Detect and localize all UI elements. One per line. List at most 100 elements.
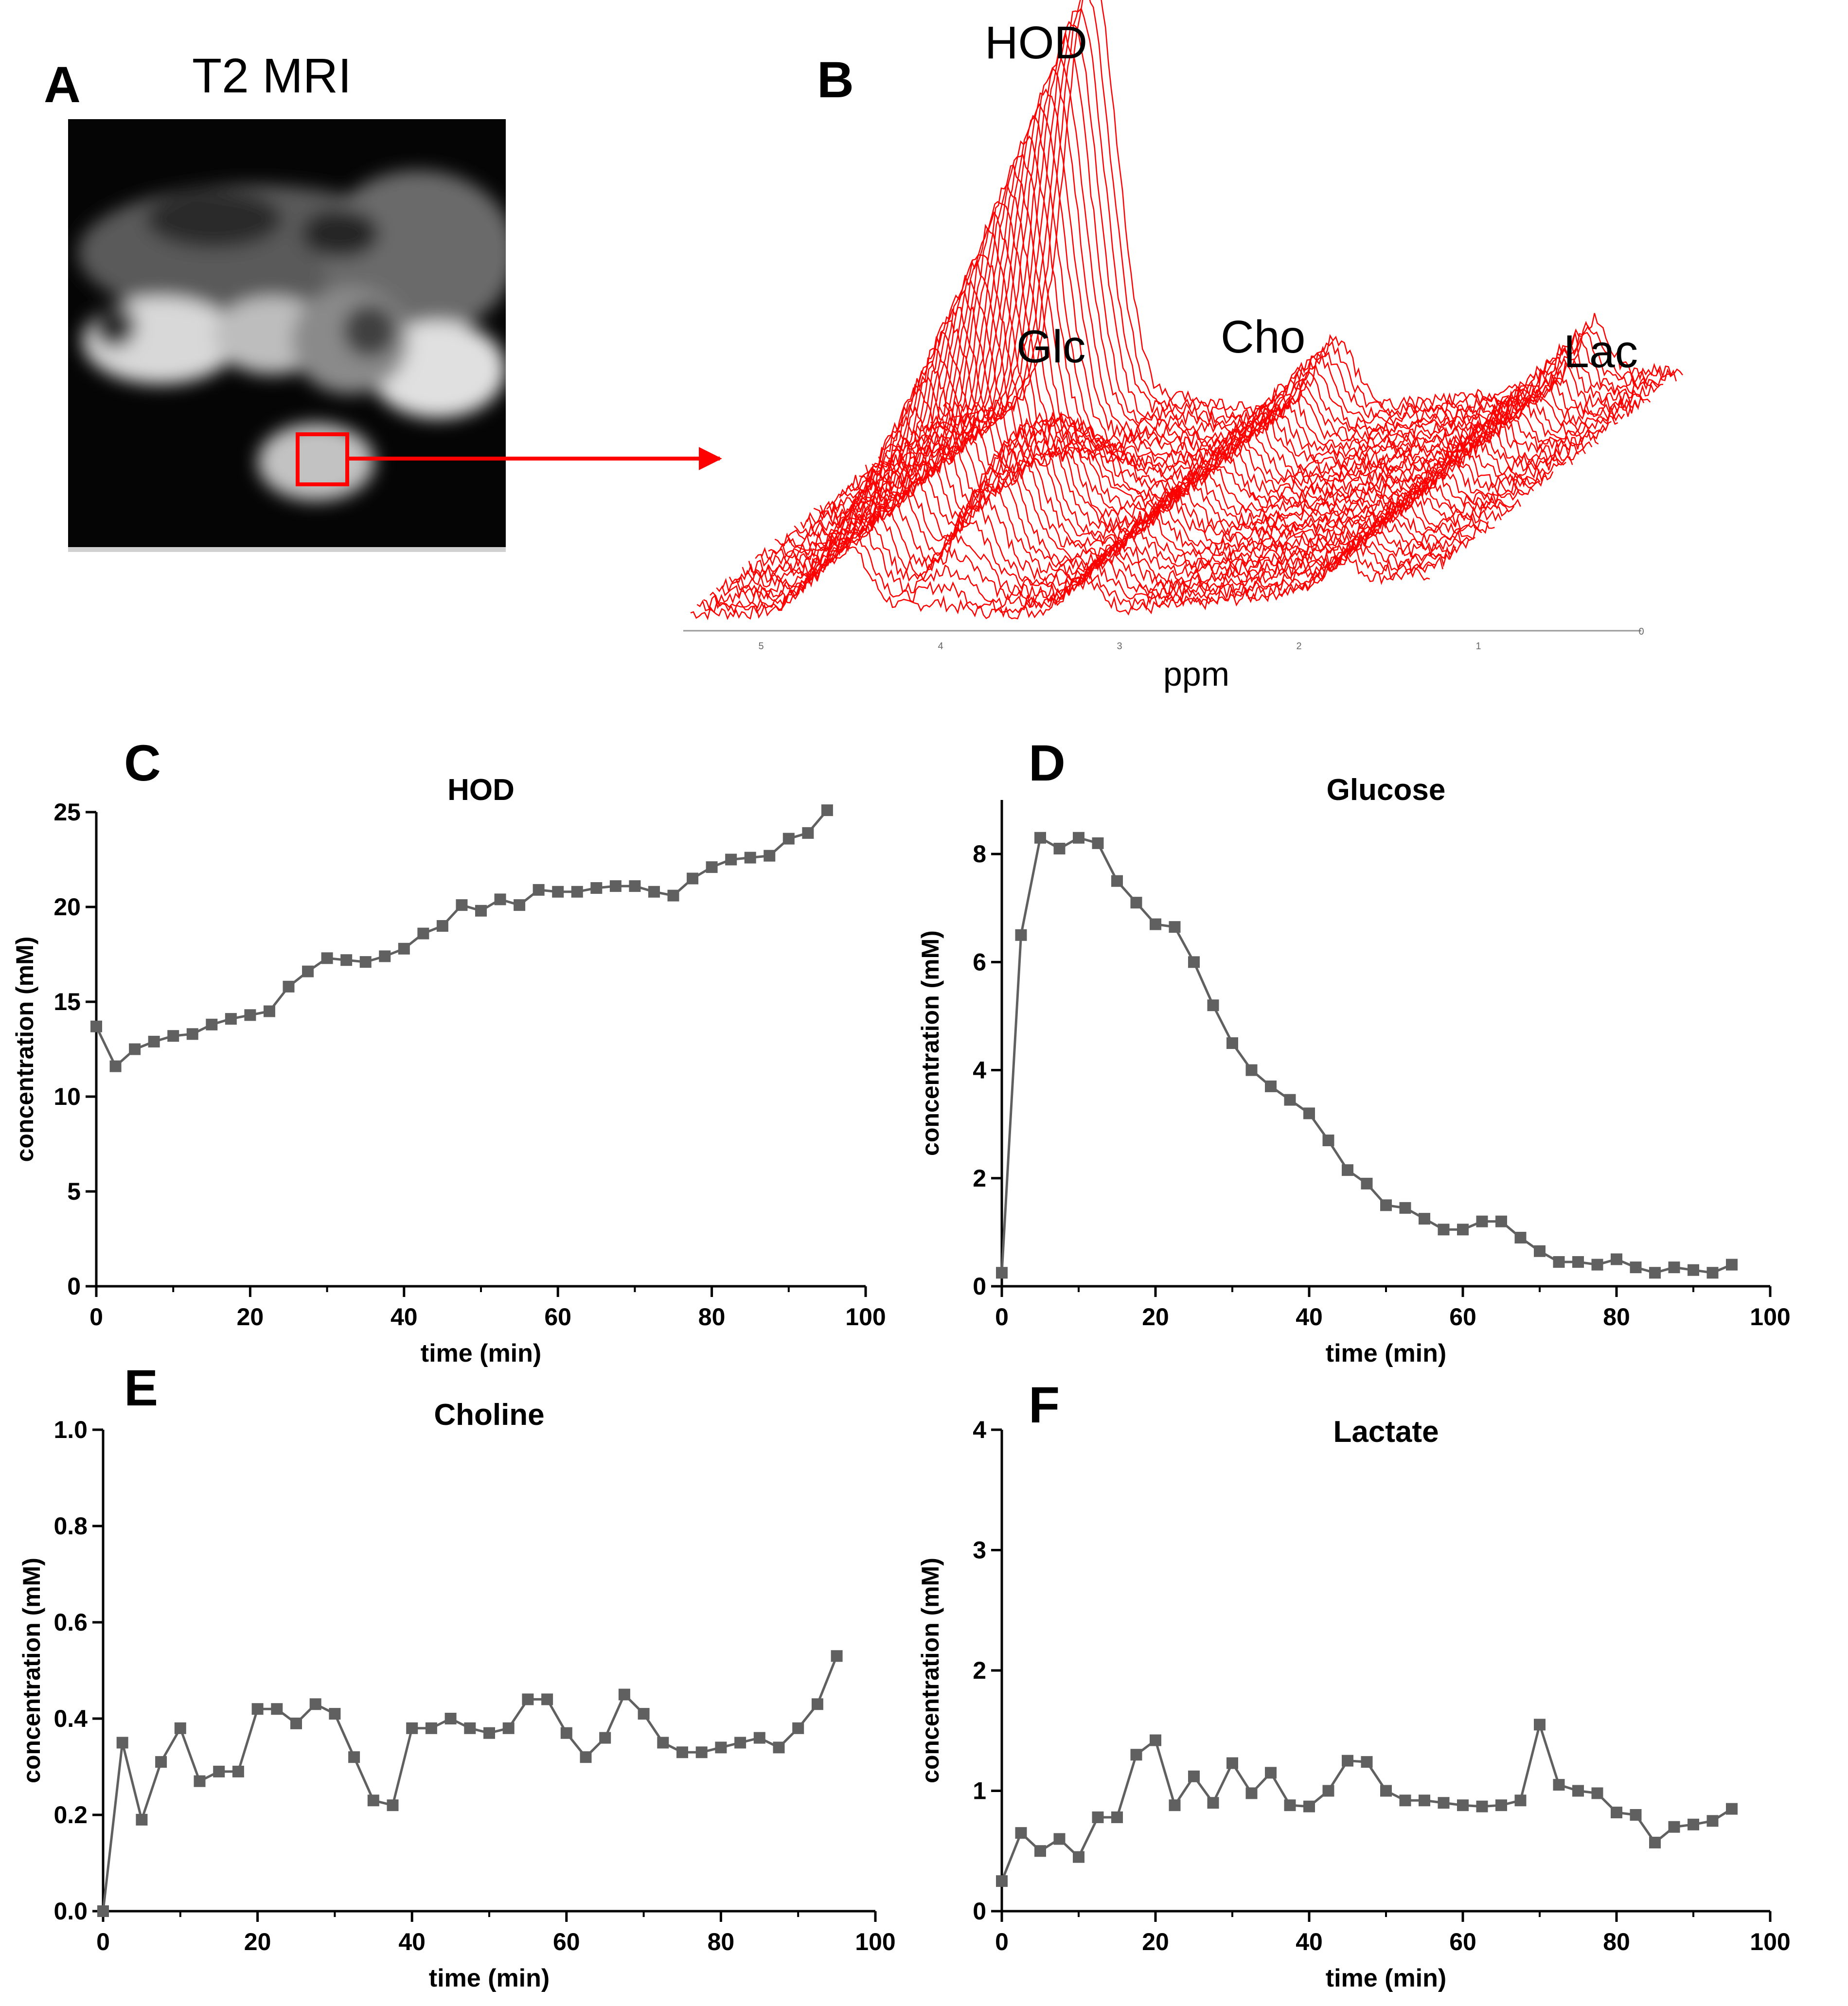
data-point xyxy=(502,1722,515,1734)
data-point xyxy=(1591,1787,1603,1799)
data-point xyxy=(764,850,776,862)
y-tick-label: 0.0 xyxy=(53,1898,88,1925)
y-tick-label: 0 xyxy=(973,1898,986,1925)
x-tick-label: 0 xyxy=(995,1303,1009,1331)
x-tick-label: 60 xyxy=(1449,1928,1476,1955)
data-point xyxy=(1111,875,1123,887)
x-tick-label: 20 xyxy=(244,1928,271,1955)
spectra-tick-label: 0 xyxy=(1638,626,1644,637)
data-point xyxy=(1361,1177,1373,1189)
data-point xyxy=(831,1650,843,1662)
x-tick-label: 40 xyxy=(391,1303,418,1331)
data-point xyxy=(514,899,526,911)
y-tick-label: 0.4 xyxy=(53,1705,88,1732)
data-point xyxy=(1706,1267,1719,1279)
data-point xyxy=(571,886,583,898)
data-point xyxy=(1361,1756,1373,1768)
data-point xyxy=(1611,1807,1622,1819)
data-point xyxy=(109,1060,122,1072)
y-tick-label: 2 xyxy=(973,1657,986,1684)
panel-letter-c: C xyxy=(124,735,161,792)
data-point xyxy=(706,861,718,873)
data-point xyxy=(1706,1815,1719,1827)
peak-label-lac: Lac xyxy=(1564,326,1638,377)
data-point xyxy=(116,1737,128,1749)
data-point xyxy=(1284,1799,1296,1811)
spectra-traces xyxy=(690,0,1683,621)
data-point xyxy=(1534,1245,1546,1257)
data-point xyxy=(97,1905,109,1917)
data-point xyxy=(1169,921,1181,933)
y-axis-label: concentration (mM) xyxy=(11,937,38,1162)
y-tick-label: 25 xyxy=(53,799,81,826)
data-point xyxy=(348,1751,360,1763)
y-tick-label: 8 xyxy=(973,840,986,868)
y-tick-label: 0.6 xyxy=(53,1609,88,1636)
data-point xyxy=(321,952,333,964)
mri-image xyxy=(68,119,506,552)
data-point xyxy=(271,1703,283,1715)
y-axis-label: concentration (mM) xyxy=(917,1558,944,1783)
data-point xyxy=(1188,956,1200,968)
data-point xyxy=(1015,1827,1027,1839)
chart-title: Glucose xyxy=(1327,773,1446,807)
peak-label-hod: HOD xyxy=(985,17,1087,69)
y-tick-label: 2 xyxy=(973,1165,986,1192)
spectrum-trace xyxy=(865,164,1606,478)
data-point xyxy=(1457,1799,1469,1811)
data-point xyxy=(1419,1213,1430,1225)
data-point xyxy=(1226,1037,1238,1049)
data-point xyxy=(1130,1749,1142,1761)
data-point xyxy=(667,889,679,902)
data-point xyxy=(359,956,372,968)
data-point xyxy=(1053,843,1066,854)
x-tick-label: 100 xyxy=(1750,1928,1790,1955)
data-point xyxy=(1130,897,1142,909)
spectra-tick-label: 1 xyxy=(1475,641,1481,652)
y-tick-label: 10 xyxy=(53,1083,81,1110)
data-point xyxy=(444,1713,457,1724)
data-point xyxy=(792,1722,804,1734)
data-point xyxy=(398,942,410,955)
peak-label-cho: Cho xyxy=(1221,311,1305,363)
data-point xyxy=(1034,832,1046,844)
data-point xyxy=(1630,1809,1642,1821)
data-point xyxy=(494,893,506,905)
spectra-xlabel: ppm xyxy=(1163,655,1229,693)
chart-hod: C HOD 0 20 40 60 80 100 0 5 10 15 20 25 time (min) conc… xyxy=(11,735,886,1367)
x-axis-label: time (min) xyxy=(429,1964,550,1992)
data-point xyxy=(1399,1794,1411,1807)
chart-title: Lactate xyxy=(1333,1415,1439,1449)
data-point xyxy=(417,927,429,940)
data-point xyxy=(340,954,353,966)
data-point xyxy=(1150,918,1161,930)
spectra-tick-label: 4 xyxy=(938,641,943,652)
data-point xyxy=(1303,1800,1315,1812)
data-point xyxy=(1591,1259,1603,1271)
data-point xyxy=(811,1698,823,1710)
chart-glucose: D Glucose 0 20 40 60 80 100 0 2 4 6 8 time (min) conce… xyxy=(917,735,1791,1367)
x-tick-label: 100 xyxy=(855,1928,895,1955)
data-point xyxy=(1111,1811,1123,1823)
data-point xyxy=(1188,1770,1200,1782)
data-point xyxy=(167,1030,179,1042)
data-point xyxy=(1726,1803,1738,1815)
x-axis-label: time (min) xyxy=(1326,1339,1446,1367)
x-tick-label: 100 xyxy=(1750,1303,1790,1331)
y-tick-label: 1.0 xyxy=(53,1416,88,1443)
data-point xyxy=(1457,1224,1469,1236)
x-tick-label: 40 xyxy=(1296,1303,1323,1331)
data-point xyxy=(996,1875,1008,1887)
data-point xyxy=(1495,1799,1507,1811)
data-point xyxy=(1611,1253,1622,1265)
data-point xyxy=(475,905,487,917)
x-tick-label: 20 xyxy=(1142,1928,1169,1955)
data-point xyxy=(1380,1199,1392,1211)
chart-choline: E Choline 0 20 40 60 80 100 0.0 0.2 0.4 0.6 0.8 1.0 ti… xyxy=(18,1360,896,1992)
series-line xyxy=(1000,835,1732,1274)
data-point xyxy=(1226,1757,1238,1769)
y-tick-label: 5 xyxy=(67,1178,81,1205)
data-point xyxy=(1534,1719,1546,1731)
data-point xyxy=(725,853,737,866)
data-point xyxy=(996,1267,1008,1279)
